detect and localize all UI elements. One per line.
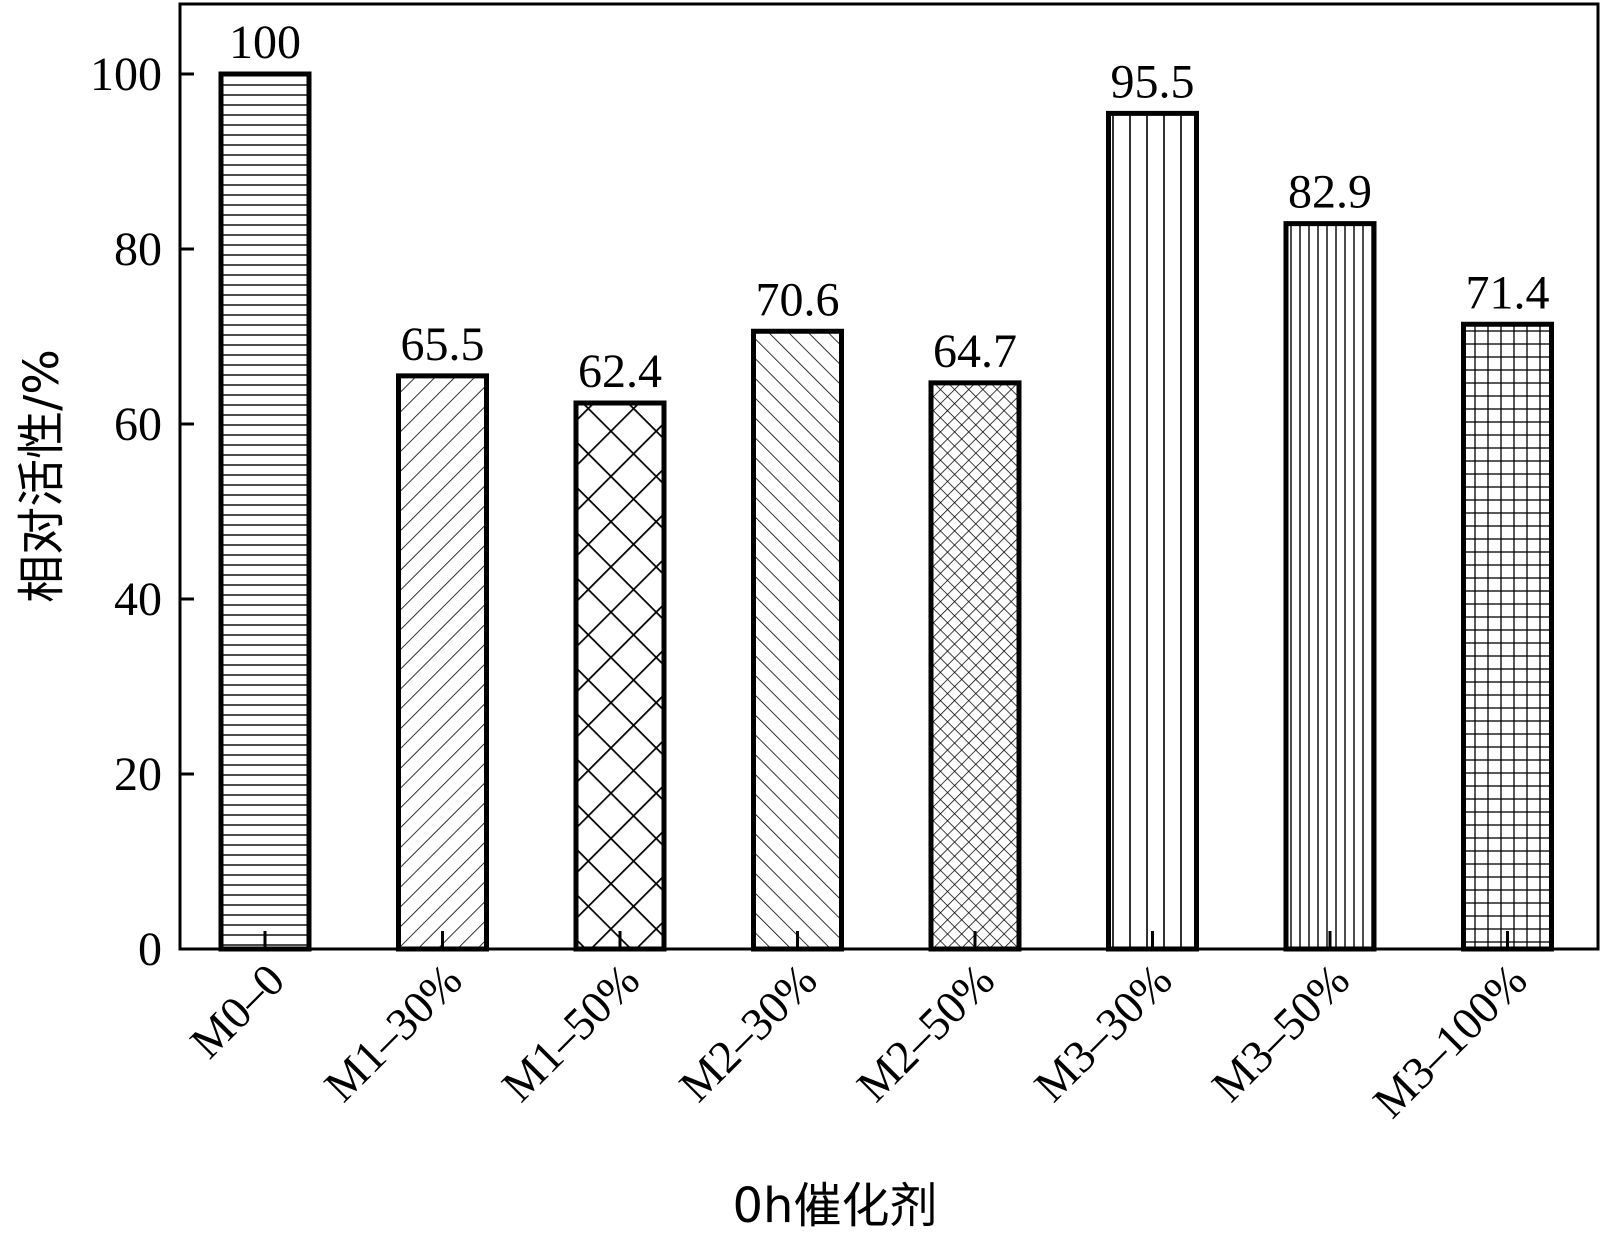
x-tick-label: M3–30% (1024, 954, 1181, 1111)
bar (928, 380, 1022, 952)
data-label: 100 (229, 16, 301, 69)
x-axis-title: 0h催化剂 (733, 1178, 938, 1234)
data-label: 71.4 (1466, 266, 1550, 319)
y-tick-label: 0 (138, 923, 162, 976)
x-tick-label: M1–50% (492, 954, 649, 1111)
x-tick-label: M0–0 (180, 954, 294, 1068)
bar (751, 328, 844, 952)
y-tick-label: 20 (114, 748, 162, 801)
data-label: 62.4 (578, 345, 662, 398)
bars-group (218, 71, 1554, 952)
x-tick-label: M1–30% (314, 954, 471, 1111)
x-tick-label: M3–50% (1202, 954, 1359, 1111)
y-tick-label: 60 (114, 398, 162, 451)
plot-frame (178, 2, 1600, 951)
x-tick-label: M2–30% (669, 954, 826, 1111)
data-labels-group: 100 65.5 62.4 70.6 64.7 95.5 82.9 71.4 (229, 16, 1550, 398)
y-tick-label: 80 (114, 223, 162, 276)
y-tick-label: 40 (114, 573, 162, 626)
y-axis-ticks: 0 20 40 60 80 100 (90, 48, 194, 976)
x-tick-label: M3–100% (1363, 954, 1536, 1127)
data-label: 64.7 (933, 325, 1017, 378)
bar (1106, 110, 1199, 952)
bar (573, 400, 667, 952)
bar (1283, 221, 1377, 952)
data-label: 70.6 (756, 273, 840, 326)
y-tick-label: 100 (90, 48, 162, 101)
data-label: 65.5 (401, 318, 485, 371)
y-axis-title: 相对活性/% (14, 349, 70, 603)
bar (396, 373, 489, 952)
data-label: 82.9 (1288, 166, 1372, 219)
data-label: 95.5 (1111, 55, 1195, 108)
bar (218, 71, 312, 952)
x-tick-label: M2–50% (847, 954, 1004, 1111)
bar (1461, 321, 1554, 952)
x-axis-ticks: M0–0 M1–30% M1–50% M2–30% M2–50% M3–30% M3–50%… (180, 931, 1537, 1127)
